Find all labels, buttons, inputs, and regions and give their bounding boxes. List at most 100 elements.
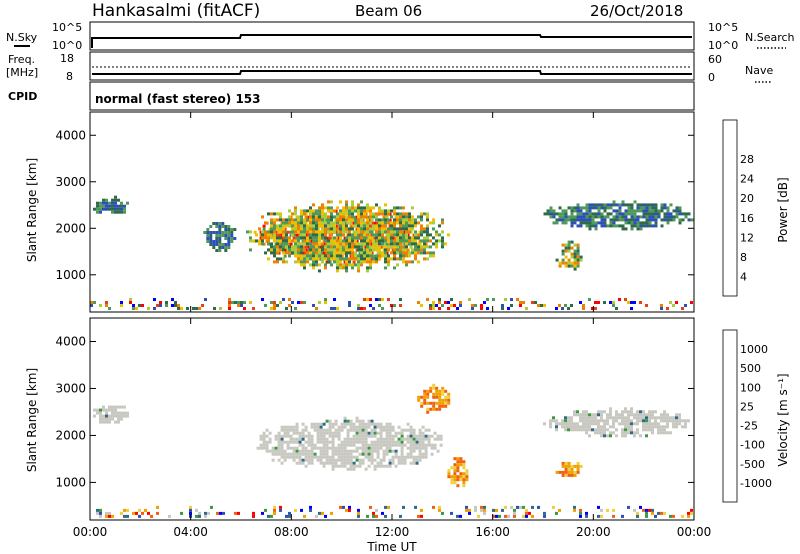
- heatmap-cell: [429, 389, 433, 393]
- heatmap-cell: [627, 422, 630, 426]
- heatmap-cell: [381, 221, 384, 225]
- heatmap-cell: [432, 401, 436, 405]
- heatmap-cell: [444, 395, 448, 399]
- heatmap-cell: [298, 434, 302, 438]
- heatmap-cell: [304, 458, 308, 462]
- heatmap-cell: [570, 261, 574, 265]
- heatmap-cell: [421, 452, 425, 456]
- heatmap-cell: [540, 304, 543, 307]
- heatmap-cell: [391, 434, 395, 438]
- heatmap-cell: [630, 221, 634, 225]
- heatmap-cell: [427, 443, 431, 447]
- heatmap-cell: [291, 251, 294, 255]
- heatmap-cell: [435, 392, 439, 396]
- heatmap-cell: [642, 419, 645, 423]
- heatmap-cell: [423, 251, 426, 255]
- heatmap-cell: [564, 221, 568, 225]
- heatmap-cell: [391, 458, 395, 462]
- heatmap-cell: [651, 416, 654, 420]
- heatmap-cell: [337, 443, 341, 447]
- heatmap-cell: [111, 207, 114, 211]
- heatmap-cell: [372, 260, 375, 264]
- heatmap-cell: [345, 212, 348, 216]
- heatmap-cell: [573, 505, 576, 509]
- heatmap-cell: [406, 455, 410, 459]
- heatmap-cell: [283, 440, 287, 444]
- heatmap-cell: [138, 514, 141, 518]
- heatmap-cell: [294, 239, 297, 243]
- heatmap-cell: [206, 231, 210, 234]
- heatmap-cell: [279, 248, 282, 252]
- heatmap-cell: [627, 209, 631, 213]
- heatmap-cell: [681, 419, 684, 423]
- heatmap-cell: [373, 422, 377, 426]
- heatmap-cell: [277, 446, 281, 450]
- heatmap-cell: [342, 505, 345, 509]
- heatmap-cell: [612, 416, 615, 420]
- heatmap-cell: [441, 221, 444, 225]
- heatmap-cell: [420, 304, 423, 307]
- heatmap-cell: [336, 245, 339, 249]
- heatmap-cell: [426, 233, 429, 237]
- heatmap-cell: [663, 425, 666, 429]
- heatmap-cell: [358, 437, 362, 441]
- heatmap-cell: [690, 301, 693, 304]
- heatmap-cell: [252, 307, 255, 310]
- heatmap-cell: [345, 218, 348, 222]
- heatmap-cell: [294, 254, 297, 258]
- heatmap-cell: [573, 428, 576, 432]
- heatmap-cell: [364, 446, 368, 450]
- heatmap-cell: [678, 416, 681, 420]
- heatmap-cell: [355, 455, 359, 459]
- heatmap-cell: [627, 410, 630, 414]
- heatmap-cell: [99, 304, 102, 307]
- heatmap-cell: [621, 215, 625, 219]
- heatmap-cell: [642, 425, 645, 429]
- heatmap-cell: [328, 428, 332, 432]
- heatmap-cell: [630, 206, 634, 210]
- heatmap-cell: [328, 425, 332, 429]
- heatmap-cell: [426, 407, 430, 411]
- heatmap-cell: [552, 212, 556, 216]
- heatmap-cell: [277, 449, 281, 453]
- heatmap-cell: [312, 215, 315, 219]
- heatmap-cell: [349, 452, 353, 456]
- heatmap-cell: [111, 210, 114, 214]
- heatmap-cell: [93, 414, 96, 418]
- heatmap-cell: [90, 301, 93, 304]
- heatmap-cell: [423, 236, 426, 240]
- heatmap-cell: [624, 434, 627, 438]
- heatmap-cell: [340, 455, 344, 459]
- heatmap-cell: [351, 233, 354, 237]
- heatmap-cell: [384, 236, 387, 240]
- heatmap-cell: [666, 209, 670, 213]
- heatmap-cell: [639, 434, 642, 438]
- heatmap-cell: [277, 452, 281, 456]
- heatmap-cell: [429, 239, 432, 243]
- heatmap-cell: [678, 218, 682, 222]
- heatmap-cell: [384, 505, 387, 509]
- heatmap-cell: [343, 416, 347, 420]
- heatmap-cell: [597, 221, 601, 225]
- heatmap-cell: [348, 236, 351, 240]
- heatmap-cell: [283, 425, 287, 429]
- heatmap-cell: [224, 231, 228, 234]
- heatmap-cell: [427, 440, 431, 444]
- heatmap-cell: [280, 425, 284, 429]
- heatmap-cell: [313, 215, 317, 219]
- heatmap-cell: [265, 446, 269, 450]
- heatmap-cell: [552, 419, 555, 423]
- heatmap-cell: [280, 440, 284, 444]
- heatmap-cell: [573, 209, 577, 213]
- heatmap-cell: [316, 425, 320, 429]
- heatmap-cell: [588, 206, 592, 210]
- heatmap-cell: [334, 209, 338, 213]
- heatmap-cell: [648, 508, 651, 512]
- heatmap-cell: [306, 230, 309, 234]
- heatmap-cell: [567, 240, 571, 244]
- heatmap-cell: [345, 242, 348, 246]
- heatmap-cell: [376, 449, 380, 453]
- heatmap-cell: [384, 514, 387, 518]
- heatmap-cell: [366, 242, 369, 246]
- heatmap-cell: [453, 304, 456, 307]
